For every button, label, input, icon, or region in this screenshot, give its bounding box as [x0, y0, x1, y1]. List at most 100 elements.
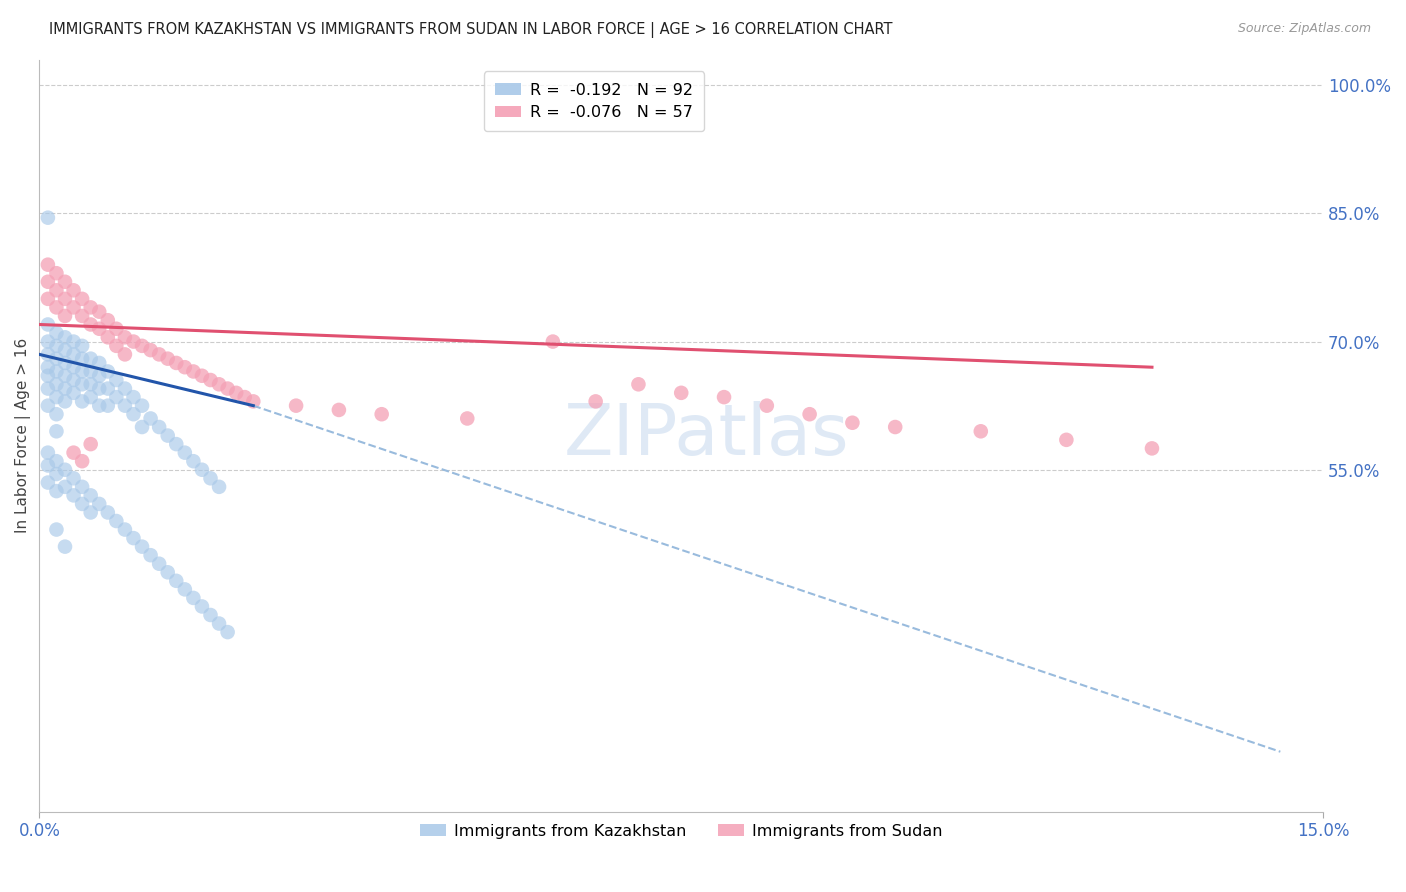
Text: IMMIGRANTS FROM KAZAKHSTAN VS IMMIGRANTS FROM SUDAN IN LABOR FORCE | AGE > 16 CO: IMMIGRANTS FROM KAZAKHSTAN VS IMMIGRANTS…	[49, 22, 893, 38]
Point	[89, 322, 111, 336]
Point	[37, 445, 59, 459]
Point	[165, 356, 187, 370]
Point	[627, 377, 650, 392]
Point	[183, 591, 205, 605]
Point	[200, 373, 222, 387]
Point	[53, 394, 76, 409]
Point	[45, 425, 67, 439]
Point	[53, 309, 76, 323]
Point	[165, 437, 187, 451]
Point	[191, 368, 214, 383]
Point	[45, 301, 67, 315]
Point	[70, 394, 93, 409]
Point	[156, 566, 179, 580]
Point	[37, 275, 59, 289]
Point	[53, 382, 76, 396]
Point	[208, 480, 231, 494]
Point	[89, 304, 111, 318]
Point	[79, 364, 101, 378]
Point	[79, 318, 101, 332]
Point	[97, 382, 120, 396]
Point	[884, 420, 907, 434]
Point	[191, 463, 214, 477]
Point	[45, 454, 67, 468]
Point	[70, 377, 93, 392]
Point	[62, 471, 84, 485]
Point	[156, 351, 179, 366]
Point	[217, 382, 239, 396]
Point	[200, 607, 222, 622]
Point	[70, 497, 93, 511]
Point	[53, 368, 76, 383]
Point	[156, 428, 179, 442]
Point	[53, 292, 76, 306]
Point	[148, 557, 170, 571]
Point	[242, 394, 264, 409]
Point	[79, 488, 101, 502]
Point	[191, 599, 214, 614]
Point	[45, 339, 67, 353]
Text: Source: ZipAtlas.com: Source: ZipAtlas.com	[1237, 22, 1371, 36]
Point	[62, 283, 84, 297]
Point	[70, 309, 93, 323]
Point	[139, 343, 162, 358]
Point	[233, 390, 256, 404]
Point	[79, 351, 101, 366]
Point	[671, 385, 693, 400]
Point	[799, 407, 821, 421]
Point	[62, 301, 84, 315]
Point	[62, 360, 84, 375]
Point	[105, 390, 128, 404]
Point	[173, 445, 195, 459]
Point	[841, 416, 863, 430]
Point	[37, 292, 59, 306]
Point	[45, 266, 67, 280]
Point	[89, 382, 111, 396]
Point	[70, 480, 93, 494]
Point	[183, 454, 205, 468]
Point	[122, 531, 145, 545]
Point	[53, 480, 76, 494]
Point	[37, 399, 59, 413]
Point	[70, 454, 93, 468]
Point	[148, 347, 170, 361]
Point	[970, 425, 993, 439]
Point	[53, 330, 76, 344]
Point	[148, 420, 170, 434]
Point	[62, 445, 84, 459]
Point	[217, 625, 239, 640]
Point	[114, 347, 136, 361]
Point	[45, 377, 67, 392]
Point	[37, 382, 59, 396]
Point	[183, 364, 205, 378]
Point	[45, 283, 67, 297]
Point	[173, 360, 195, 375]
Point	[456, 411, 478, 425]
Point	[97, 313, 120, 327]
Point	[585, 394, 607, 409]
Point	[122, 390, 145, 404]
Point	[70, 351, 93, 366]
Point	[208, 616, 231, 631]
Point	[79, 506, 101, 520]
Point	[62, 373, 84, 387]
Point	[79, 390, 101, 404]
Point	[45, 484, 67, 499]
Point	[70, 339, 93, 353]
Point	[45, 467, 67, 481]
Point	[37, 318, 59, 332]
Point	[122, 334, 145, 349]
Point	[139, 411, 162, 425]
Point	[89, 399, 111, 413]
Point	[131, 339, 153, 353]
Point	[89, 497, 111, 511]
Point	[37, 258, 59, 272]
Point	[328, 403, 350, 417]
Point	[62, 334, 84, 349]
Point	[62, 385, 84, 400]
Point	[97, 364, 120, 378]
Point	[713, 390, 735, 404]
Text: ZIPatlas: ZIPatlas	[564, 401, 849, 470]
Point	[105, 339, 128, 353]
Point	[79, 437, 101, 451]
